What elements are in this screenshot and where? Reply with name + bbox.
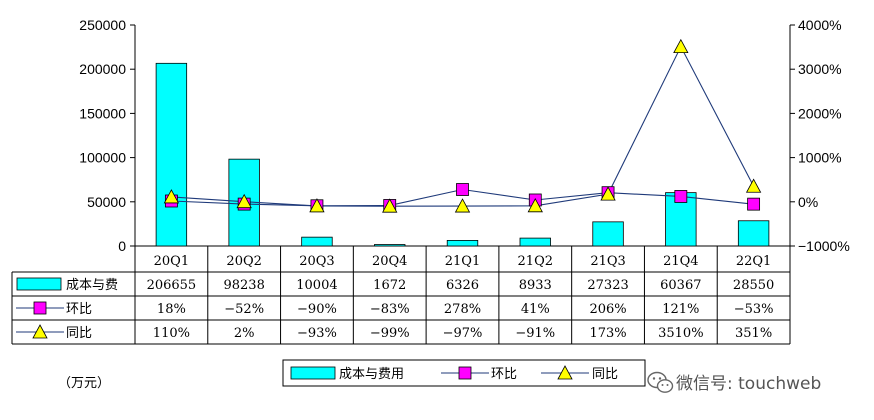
left-tick-label: 50000 (87, 194, 126, 210)
bar (737, 220, 770, 247)
tongbi-point (382, 198, 398, 213)
category-label: 21Q3 (590, 254, 625, 269)
right-tick-label: 4000% (798, 17, 842, 33)
table-cell: −99% (370, 326, 410, 341)
data-table: 20Q1 20Q2 20Q3 20Q4 21Q1 21Q2 21Q3 21Q4 22Q1 成本与费… (11, 246, 791, 345)
tongbi-point (236, 193, 252, 209)
tongbi-point (673, 38, 689, 54)
tongbi-point (600, 186, 616, 201)
table-cell: −93% (297, 326, 337, 341)
table-cell: −91% (515, 326, 555, 341)
right-tick-label: 2000% (798, 105, 842, 121)
table-cell: 351% (735, 326, 772, 341)
wechat-icon (647, 371, 674, 393)
category-label: 22Q1 (736, 254, 771, 269)
tongbi-point (527, 197, 543, 213)
tongbi-point (745, 178, 762, 193)
category-label: 20Q2 (226, 254, 261, 269)
legend-label: 同比 (592, 367, 618, 382)
category-label: 20Q1 (154, 254, 189, 269)
table-cell: 18% (157, 302, 186, 317)
huanbi-point (674, 190, 688, 203)
left-tick-label: 0 (118, 238, 126, 254)
axes: 0 50000 100000 150000 200000 250000 −1000% 0% 10… (79, 17, 850, 254)
table-cell: 2% (234, 326, 255, 341)
table-cell: 121% (662, 302, 699, 317)
right-tick-label: −1000% (798, 238, 850, 254)
right-tick-label: 1000% (798, 150, 842, 166)
category-label: 21Q4 (663, 254, 698, 269)
table-cell: 27323 (587, 278, 628, 293)
legend-bar-key (290, 366, 336, 380)
table-cell: 41% (521, 302, 550, 317)
huanbi-point (747, 197, 761, 211)
bar (592, 221, 624, 247)
table-cell: 6326 (446, 278, 479, 293)
bar (155, 62, 188, 247)
watermark-text: 微信号: touchweb (676, 374, 821, 394)
row-key-triangle (32, 324, 48, 339)
table-cell: 3510% (658, 326, 703, 341)
category-label: 21Q2 (518, 254, 553, 269)
legend: 成本与费用 环比 同比 (282, 359, 646, 387)
bar (519, 237, 551, 247)
table-cell: −90% (297, 302, 337, 317)
legend-label: 成本与费用 (339, 367, 404, 382)
bars (155, 62, 770, 247)
table-cell: 10004 (296, 278, 337, 293)
bar (374, 244, 406, 247)
table-cell: −52% (224, 302, 264, 317)
unit-label: （万元） (58, 376, 110, 391)
right-tick-label: 3000% (798, 61, 842, 77)
table-cell: 278% (444, 302, 481, 317)
category-label: 21Q1 (445, 254, 480, 269)
tongbi-point (163, 189, 180, 204)
table-cell: −53% (734, 302, 774, 317)
left-tick-label: 200000 (79, 61, 126, 77)
table-row-label: 环比 (66, 302, 92, 317)
table-cell: 1672 (373, 278, 406, 293)
left-tick-label: 150000 (79, 105, 126, 121)
lines (163, 38, 762, 213)
table-cell: 173% (589, 326, 626, 341)
bar (446, 240, 479, 247)
watermark: 微信号: touchweb (647, 371, 821, 394)
table-cell: 206655 (147, 278, 197, 293)
table-cell: −83% (370, 302, 410, 317)
table-cell: 206% (589, 302, 626, 317)
right-tick-label: 0% (798, 194, 818, 210)
left-tick-label: 100000 (79, 150, 126, 166)
table-cell: 28550 (733, 278, 774, 293)
tongbi-point (454, 198, 471, 213)
table-cell: 110% (153, 326, 190, 341)
table-row-label: 同比 (66, 326, 92, 341)
legend-triangle-key (557, 365, 573, 380)
huanbi-point (456, 183, 469, 196)
legend-label: 环比 (491, 367, 517, 382)
table-cell: 98238 (223, 278, 264, 293)
tongbi-point (309, 198, 325, 213)
table-cell: 8933 (519, 278, 552, 293)
table-cell: −97% (443, 326, 483, 341)
left-tick-label: 250000 (79, 17, 126, 33)
row-key-bar (16, 277, 62, 291)
category-label: 20Q3 (299, 254, 334, 269)
category-label: 20Q4 (372, 254, 407, 269)
row-key-square (33, 301, 47, 315)
legend-square-key (458, 366, 472, 380)
table-row-label: 成本与费 (66, 278, 118, 293)
bar (301, 236, 333, 247)
table-cell: 60367 (660, 278, 701, 293)
